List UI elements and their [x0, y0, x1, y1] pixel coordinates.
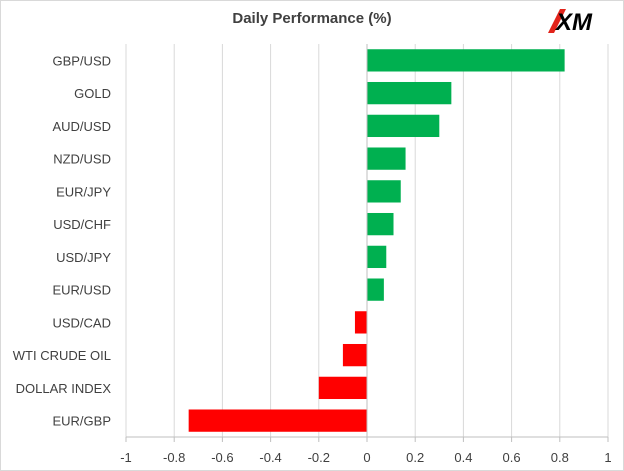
logo-text: XM — [554, 9, 593, 36]
bar-8 — [354, 311, 367, 334]
category-label-0: GBP/USD — [52, 53, 111, 68]
x-tick-label-10: 1 — [604, 450, 611, 465]
x-tick-label-1: -0.8 — [163, 450, 185, 465]
label-layer: GBP/USD GOLD AUD/USD NZD/USD EUR/JPY USD/CHF U… — [13, 53, 612, 465]
category-label-5: USD/CHF — [53, 217, 111, 232]
xm-logo: XM — [548, 9, 593, 36]
x-tick-label-4: -0.2 — [308, 450, 330, 465]
x-tick-label-3: -0.4 — [259, 450, 281, 465]
axis-layer — [125, 44, 609, 442]
x-tick-label-6: 0.2 — [406, 450, 424, 465]
bar-0 — [367, 49, 565, 72]
bar-4 — [367, 180, 401, 203]
bar-1 — [367, 81, 452, 105]
bar-11 — [188, 409, 367, 432]
category-label-8: USD/CAD — [52, 315, 111, 330]
bar-2 — [367, 114, 440, 138]
bar-3 — [367, 147, 406, 170]
category-label-6: USD/JPY — [56, 250, 111, 265]
category-label-7: EUR/USD — [52, 283, 111, 298]
bar-9 — [342, 343, 367, 367]
category-label-4: EUR/JPY — [56, 184, 111, 199]
chart-title: Daily Performance (%) — [232, 10, 392, 27]
category-label-1: GOLD — [74, 86, 111, 101]
x-tick-label-9: 0.8 — [551, 450, 569, 465]
grid-layer — [125, 44, 609, 437]
logo-slash — [548, 9, 566, 33]
category-label-11: EUR/GBP — [52, 414, 111, 429]
x-tick-label-5: 0 — [363, 450, 370, 465]
x-tick-label-0: -1 — [120, 450, 132, 465]
x-tick-label-2: -0.6 — [211, 450, 233, 465]
x-tick-label-8: 0.6 — [503, 450, 521, 465]
bar-6 — [367, 245, 387, 269]
category-label-9: WTI CRUDE OIL — [13, 348, 111, 363]
bar-5 — [367, 212, 394, 236]
bar-layer — [188, 49, 565, 432]
bar-7 — [367, 278, 384, 301]
x-tick-label-7: 0.4 — [454, 450, 472, 465]
bar-10 — [318, 376, 367, 400]
category-label-10: DOLLAR INDEX — [16, 381, 112, 396]
category-label-2: AUD/USD — [52, 119, 111, 134]
category-label-3: NZD/USD — [53, 152, 111, 167]
